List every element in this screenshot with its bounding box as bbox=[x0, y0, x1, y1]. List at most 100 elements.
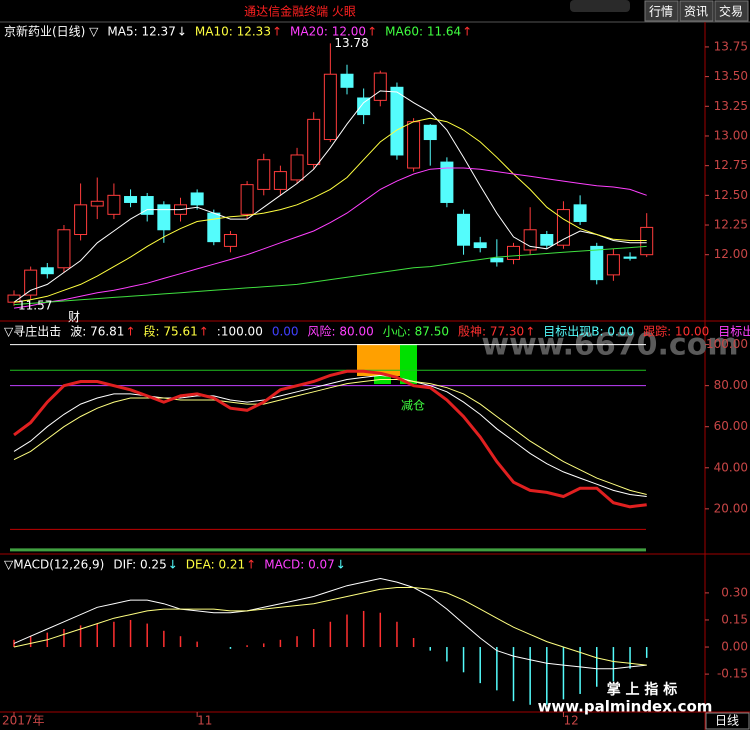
legend-entry: 跟踪: 10.00 bbox=[643, 325, 709, 339]
annotation: 13.78 bbox=[334, 36, 368, 50]
candle-body bbox=[74, 204, 88, 236]
toolbar: 行情 资讯 交易 bbox=[644, 0, 749, 22]
signal-block bbox=[400, 344, 417, 384]
candle-body bbox=[40, 267, 54, 275]
candle-body bbox=[257, 159, 271, 190]
legend-arrow: ↑ bbox=[462, 25, 472, 39]
y-tick-label: 12.25 bbox=[714, 218, 748, 232]
candle-body bbox=[640, 226, 654, 256]
legend-arrow: ↑ bbox=[199, 325, 209, 339]
y-tick-label: 12.50 bbox=[714, 188, 748, 202]
y-tick-label: 20.00 bbox=[714, 501, 748, 515]
candle-body bbox=[457, 213, 471, 246]
y-tick-label: 13.00 bbox=[714, 128, 748, 142]
y-tick-label: 40.00 bbox=[714, 460, 748, 474]
period-box[interactable] bbox=[705, 712, 750, 730]
candle-body bbox=[540, 234, 554, 246]
candle-body bbox=[606, 254, 620, 276]
y-tick-label: 13.25 bbox=[714, 99, 748, 113]
annotation: 11.57 bbox=[18, 298, 52, 312]
series-line bbox=[13, 167, 647, 309]
candle-body bbox=[273, 171, 287, 190]
legend-entry: 波: 76.81 bbox=[70, 325, 124, 339]
candle-body bbox=[390, 86, 404, 156]
series-line bbox=[13, 577, 647, 670]
candle-body bbox=[440, 161, 454, 203]
y-tick-label: 0.00 bbox=[721, 640, 748, 654]
legend-entry: 小心: 87.50 bbox=[383, 325, 449, 339]
x-tick-label: 11 bbox=[197, 714, 212, 728]
candle-body bbox=[357, 97, 371, 116]
candle-body bbox=[373, 72, 387, 101]
candle-body bbox=[190, 192, 204, 206]
legend-entry: MA10: 12.33 bbox=[195, 25, 271, 39]
candle-body bbox=[323, 73, 337, 141]
legend-entry: MA5: 12.37 bbox=[107, 25, 175, 39]
legend-arrow: ↑ bbox=[367, 25, 377, 39]
legend-entry: DIF: 0.25 bbox=[113, 558, 166, 572]
y-tick-label: 100.00 bbox=[706, 337, 748, 351]
x-tick-label: 12 bbox=[563, 714, 578, 728]
legend-entry: ▽寻庄出击 bbox=[4, 324, 61, 339]
series-line bbox=[13, 90, 647, 303]
series-line bbox=[13, 245, 647, 306]
legend-arrow: ↑ bbox=[272, 25, 282, 39]
candle-body bbox=[57, 229, 71, 269]
legend-arrow: ↑ bbox=[246, 558, 256, 572]
period-label[interactable]: 日线 bbox=[715, 714, 739, 728]
candle-body bbox=[157, 204, 171, 231]
candle-body bbox=[507, 245, 520, 260]
y-tick-label: 13.75 bbox=[714, 39, 748, 53]
legend-entry: 目标出 bbox=[718, 325, 750, 339]
candle-body bbox=[556, 209, 570, 246]
candle-body bbox=[24, 269, 38, 296]
window-handle bbox=[570, 0, 630, 12]
candle-body bbox=[590, 245, 604, 281]
legend-entry: DEA: 0.21 bbox=[186, 558, 245, 572]
legend-arrow: ↑ bbox=[125, 325, 135, 339]
button[interactable] bbox=[644, 0, 679, 22]
y-tick-label: -0.15 bbox=[717, 667, 748, 681]
legend-entry: MA20: 12.00 bbox=[290, 25, 366, 39]
candle-body bbox=[307, 118, 321, 165]
candle-body bbox=[90, 200, 104, 207]
legend-arrow: ↓ bbox=[168, 558, 178, 572]
legend-entry: 殷神: 77.30 bbox=[458, 325, 524, 339]
annotation: 财 bbox=[68, 310, 80, 324]
watermark: www.palmindex.com bbox=[538, 698, 713, 716]
button[interactable] bbox=[714, 0, 749, 22]
y-tick-label: 12.00 bbox=[714, 247, 748, 261]
y-tick-label: 12.75 bbox=[714, 158, 748, 172]
series-line bbox=[13, 117, 647, 303]
y-tick-label: 13.50 bbox=[714, 69, 748, 83]
legend-arrow: ↓ bbox=[177, 25, 187, 39]
candle-body bbox=[124, 196, 138, 203]
y-tick-label: 0.15 bbox=[721, 612, 748, 626]
candle-body bbox=[407, 121, 421, 169]
candle-body bbox=[290, 154, 304, 181]
candle-body bbox=[490, 257, 504, 263]
candle-body bbox=[340, 73, 354, 88]
button-label[interactable]: 资讯 bbox=[684, 5, 708, 19]
candle-body bbox=[423, 124, 437, 141]
legend-entry: 京新药业(日线) ▽ bbox=[4, 24, 99, 39]
candle-body bbox=[223, 234, 237, 247]
y-tick-label: 60.00 bbox=[714, 419, 748, 433]
series-line bbox=[13, 587, 647, 666]
legend-entry: 目标出现B: 0.00 bbox=[543, 325, 634, 339]
button[interactable] bbox=[679, 0, 714, 22]
y-tick-label: 0.30 bbox=[721, 585, 748, 599]
x-tick-label: 2017年 bbox=[2, 714, 45, 728]
candle-body bbox=[573, 204, 587, 222]
legend-entry: 段: 75.61 bbox=[144, 324, 198, 339]
window-title: 通达信金融终端 火眼 bbox=[244, 4, 356, 19]
series-line bbox=[13, 379, 647, 495]
candle-body bbox=[107, 194, 121, 215]
legend-entry: MA60: 11.64 bbox=[385, 25, 461, 39]
y-tick-label: 80.00 bbox=[714, 378, 748, 392]
candle-body bbox=[240, 184, 254, 215]
button-label[interactable]: 行情 bbox=[649, 5, 673, 19]
button-label[interactable]: 交易 bbox=[719, 4, 743, 19]
series-line bbox=[13, 369, 647, 509]
